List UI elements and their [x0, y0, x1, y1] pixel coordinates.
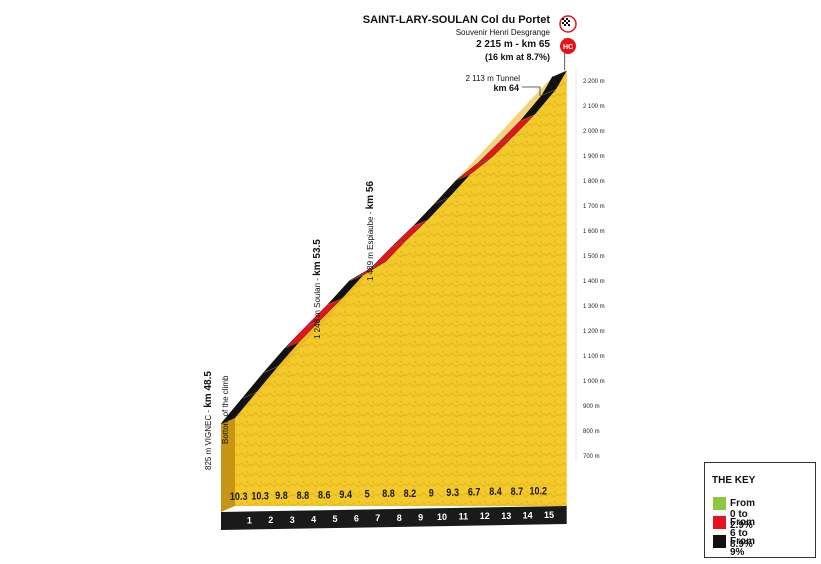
km-tick-label: 6 — [354, 514, 359, 524]
gradient-label: 9.4 — [339, 489, 352, 501]
km-tick-label: 7 — [375, 513, 380, 523]
point-label-soulan: 1 248 m Soulan - km 53.5 — [312, 239, 323, 339]
km-tick-label: 4 — [311, 514, 316, 524]
km-tick-label: 12 — [480, 511, 490, 521]
legend-swatch-black — [713, 535, 726, 548]
road-km-tick — [552, 69, 567, 77]
summit-altitude-km: 2 215 m - km 65 — [476, 39, 550, 50]
gradient-label: 9 — [429, 488, 434, 500]
gradient-label: 8.7 — [511, 486, 524, 498]
km-tick-label: 1 — [247, 516, 252, 526]
point-label-vignec: 825 m VIGNEC - km 48.5 — [203, 371, 214, 470]
gradient-label: 9.3 — [446, 487, 459, 499]
finish-flag-check — [564, 24, 566, 26]
terrain-front — [221, 76, 553, 512]
legend-box: THE KEY From 0 to 2.9% From 6 to 8.9% Fr… — [704, 462, 816, 558]
y-tick-label: 1 800 m — [583, 179, 605, 185]
km-tick-label: 2 — [268, 515, 273, 525]
km-tick-label: 9 — [418, 512, 423, 522]
y-tick-label: 1 400 m — [583, 279, 605, 285]
finish-flag-check — [568, 20, 570, 22]
gradient-label: 10.2 — [530, 486, 548, 498]
y-tick-label: 1 900 m — [583, 154, 605, 160]
legend-label-green: From 0 to 2.9% — [730, 498, 755, 531]
gradient-label: 8.2 — [404, 488, 417, 500]
y-tick-label: 1 600 m — [583, 229, 605, 235]
base-band — [221, 506, 567, 530]
y-tick-label: 2 000 m — [583, 129, 605, 135]
y-tick-label: 2 200 m — [583, 79, 605, 85]
finish-flag-check — [564, 20, 566, 22]
gradient-label: 6.7 — [468, 487, 481, 499]
summit-climb-info: (16 km at 8.7%) — [484, 52, 550, 62]
category-badge-text: HC — [563, 44, 573, 51]
gradient-label: 10.3 — [251, 491, 269, 503]
tunnel-leader — [522, 86, 541, 96]
legend-swatch-green — [713, 497, 726, 510]
gradient-label: 9.8 — [275, 490, 288, 502]
finish-flag-check — [562, 22, 564, 24]
y-tick-label: 1 100 m — [583, 354, 605, 360]
y-tick-label: 1 500 m — [583, 254, 605, 260]
y-tick-label: 1 700 m — [583, 204, 605, 210]
category-badge-icon — [560, 38, 576, 54]
gradient-label: 5 — [365, 489, 370, 501]
finish-flag-check — [566, 18, 568, 20]
summit-name: SAINT-LARY-SOULAN Col du Portet — [362, 14, 550, 26]
point-note-bottom: Bottom of the climb — [221, 375, 230, 444]
legend-label-red: From 6 to 8.9% — [730, 517, 755, 550]
gradient-label: 8.8 — [297, 490, 310, 502]
finish-flag-check — [568, 24, 570, 26]
gradient-label: 8.6 — [318, 490, 331, 502]
legend-title: THE KEY — [712, 475, 756, 486]
km-tick-label: 8 — [397, 513, 402, 523]
y-tick-label: 900 m — [583, 404, 600, 410]
km-tick-label: 5 — [332, 514, 337, 524]
y-tick-label: 1 000 m — [583, 379, 605, 385]
km-tick-label: 14 — [523, 510, 533, 520]
gradient-label: 10.3 — [230, 491, 248, 503]
legend-label-black: From 9% — [730, 536, 755, 558]
y-tick-label: 700 m — [583, 454, 600, 460]
km-tick-label: 10 — [437, 512, 447, 522]
km-tick-label: 11 — [459, 512, 469, 522]
km-tick-label: 13 — [501, 511, 511, 521]
y-tick-label: 1 300 m — [583, 304, 605, 310]
finish-flag-check — [562, 18, 564, 20]
km-tick-label: 3 — [290, 515, 295, 525]
point-label-espiaube: 1 489 m Espiaube - km 56 — [365, 181, 376, 281]
y-tick-label: 1 200 m — [583, 329, 605, 335]
y-tick-label: 2 100 m — [583, 104, 605, 110]
gradient-label: 8.8 — [382, 488, 395, 500]
km-tick-label: 15 — [544, 510, 554, 520]
finish-flag-check — [566, 22, 568, 24]
tunnel-km: km 64 — [493, 83, 519, 93]
terrain-side — [221, 417, 235, 512]
terrain-area — [235, 70, 567, 506]
gradient-label: 8.4 — [489, 486, 502, 498]
tunnel-label: 2 113 m Tunnel — [465, 74, 520, 83]
y-tick-label: 800 m — [583, 429, 600, 435]
summit-subtitle: Souvenir Henri Desgrange — [455, 28, 550, 37]
legend-swatch-red — [713, 516, 726, 529]
